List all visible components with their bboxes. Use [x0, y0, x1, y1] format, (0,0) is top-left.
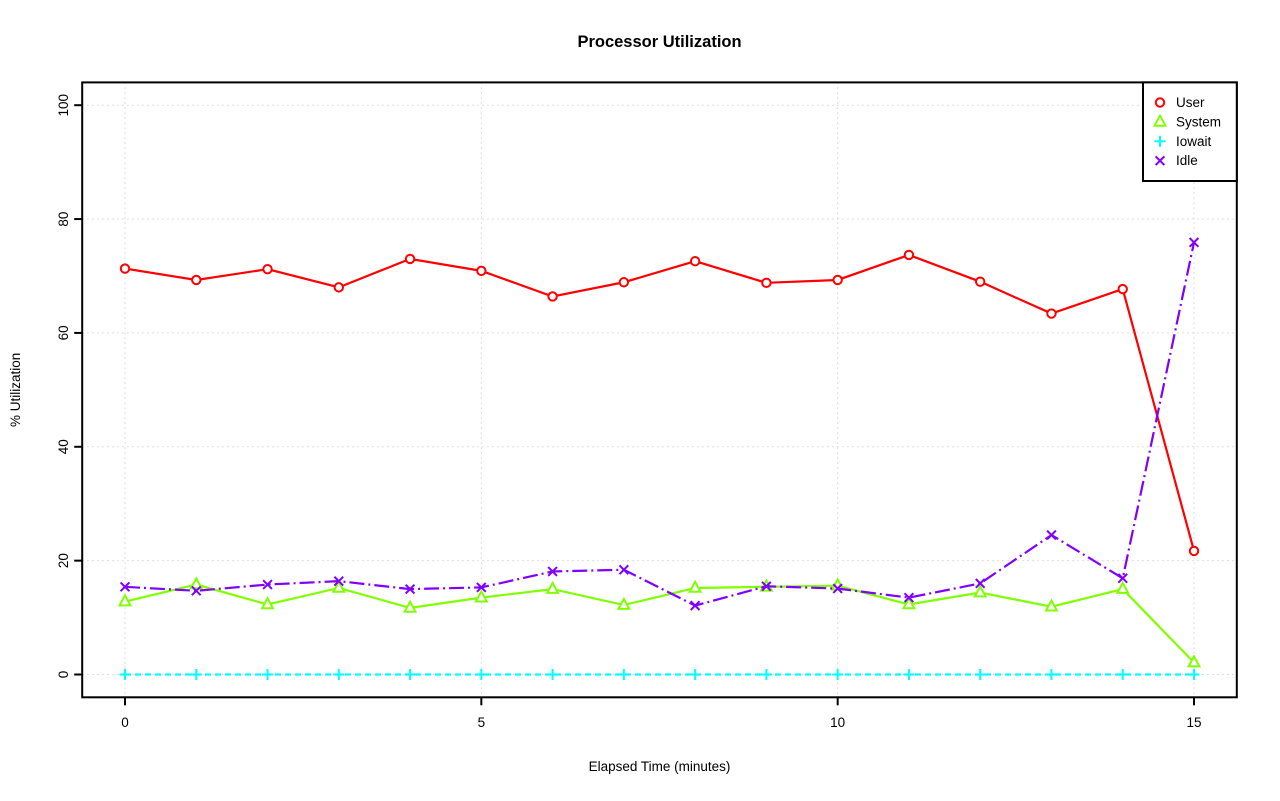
y-tick-label: 80 [56, 212, 71, 227]
legend-item-label: System [1176, 114, 1221, 129]
y-tick-label: 40 [56, 439, 71, 454]
legend-item-system: System [1152, 113, 1221, 129]
y-tick-label: 0 [56, 671, 71, 679]
y-tick-label: 20 [56, 553, 71, 568]
axis-ticks [74, 104, 1196, 706]
y-tick-label: 60 [56, 325, 71, 340]
legend-item-label: Iowait [1176, 134, 1212, 149]
chart-title: Processor Utilization [577, 33, 741, 51]
series-line-idle [124, 242, 1196, 607]
gridlines [82, 82, 1237, 698]
series-user [119, 249, 1200, 557]
legend: User System Iowait Idle [1142, 81, 1238, 182]
series-line-system [124, 583, 1195, 664]
series-system [117, 576, 1202, 668]
y-tick-label: 100 [56, 94, 71, 117]
legend-item-user: User [1154, 95, 1205, 110]
x-tick-label: 0 [121, 715, 129, 730]
series-line-user [124, 253, 1196, 552]
x-tick-label: 5 [478, 715, 486, 730]
plot-area: 0 5 10 15 0 20 40 60 80 100 User System Iowait Idle [56, 81, 1238, 730]
legend-item-label: Idle [1176, 153, 1198, 168]
y-axis-label: % Utilization [8, 353, 23, 427]
legend-item-label: User [1176, 95, 1205, 110]
x-tick-label: 10 [830, 715, 845, 730]
series-idle [119, 237, 1200, 611]
plot-border [81, 81, 1238, 699]
x-axis-label: Elapsed Time (minutes) [589, 759, 731, 774]
x-tick-label: 15 [1186, 715, 1201, 730]
legend-item-idle: Idle [1154, 153, 1198, 168]
series-iowait [119, 669, 1200, 680]
legend-item-iowait: Iowait [1154, 134, 1212, 149]
